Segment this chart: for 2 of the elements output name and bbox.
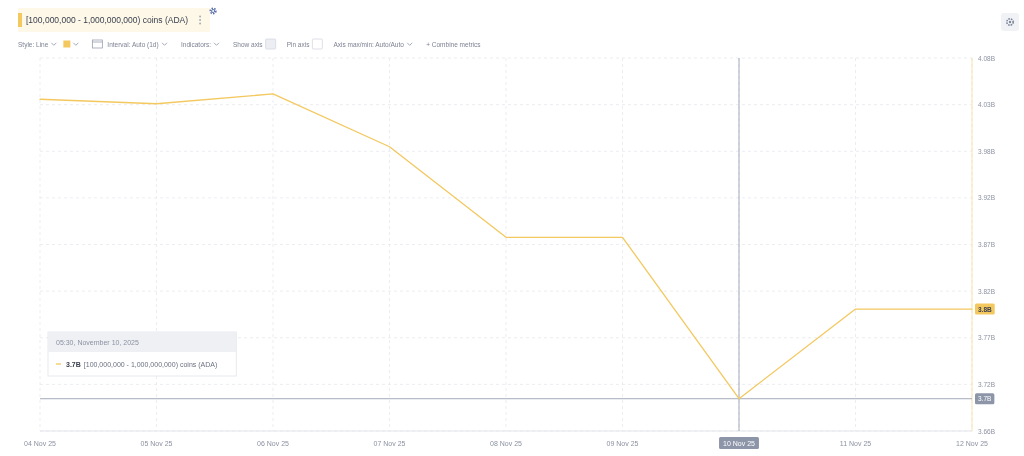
- legend-label: [100,000,000 - 1,000,000,000) coins (ADA): [26, 15, 189, 25]
- line-series: [39, 93, 973, 400]
